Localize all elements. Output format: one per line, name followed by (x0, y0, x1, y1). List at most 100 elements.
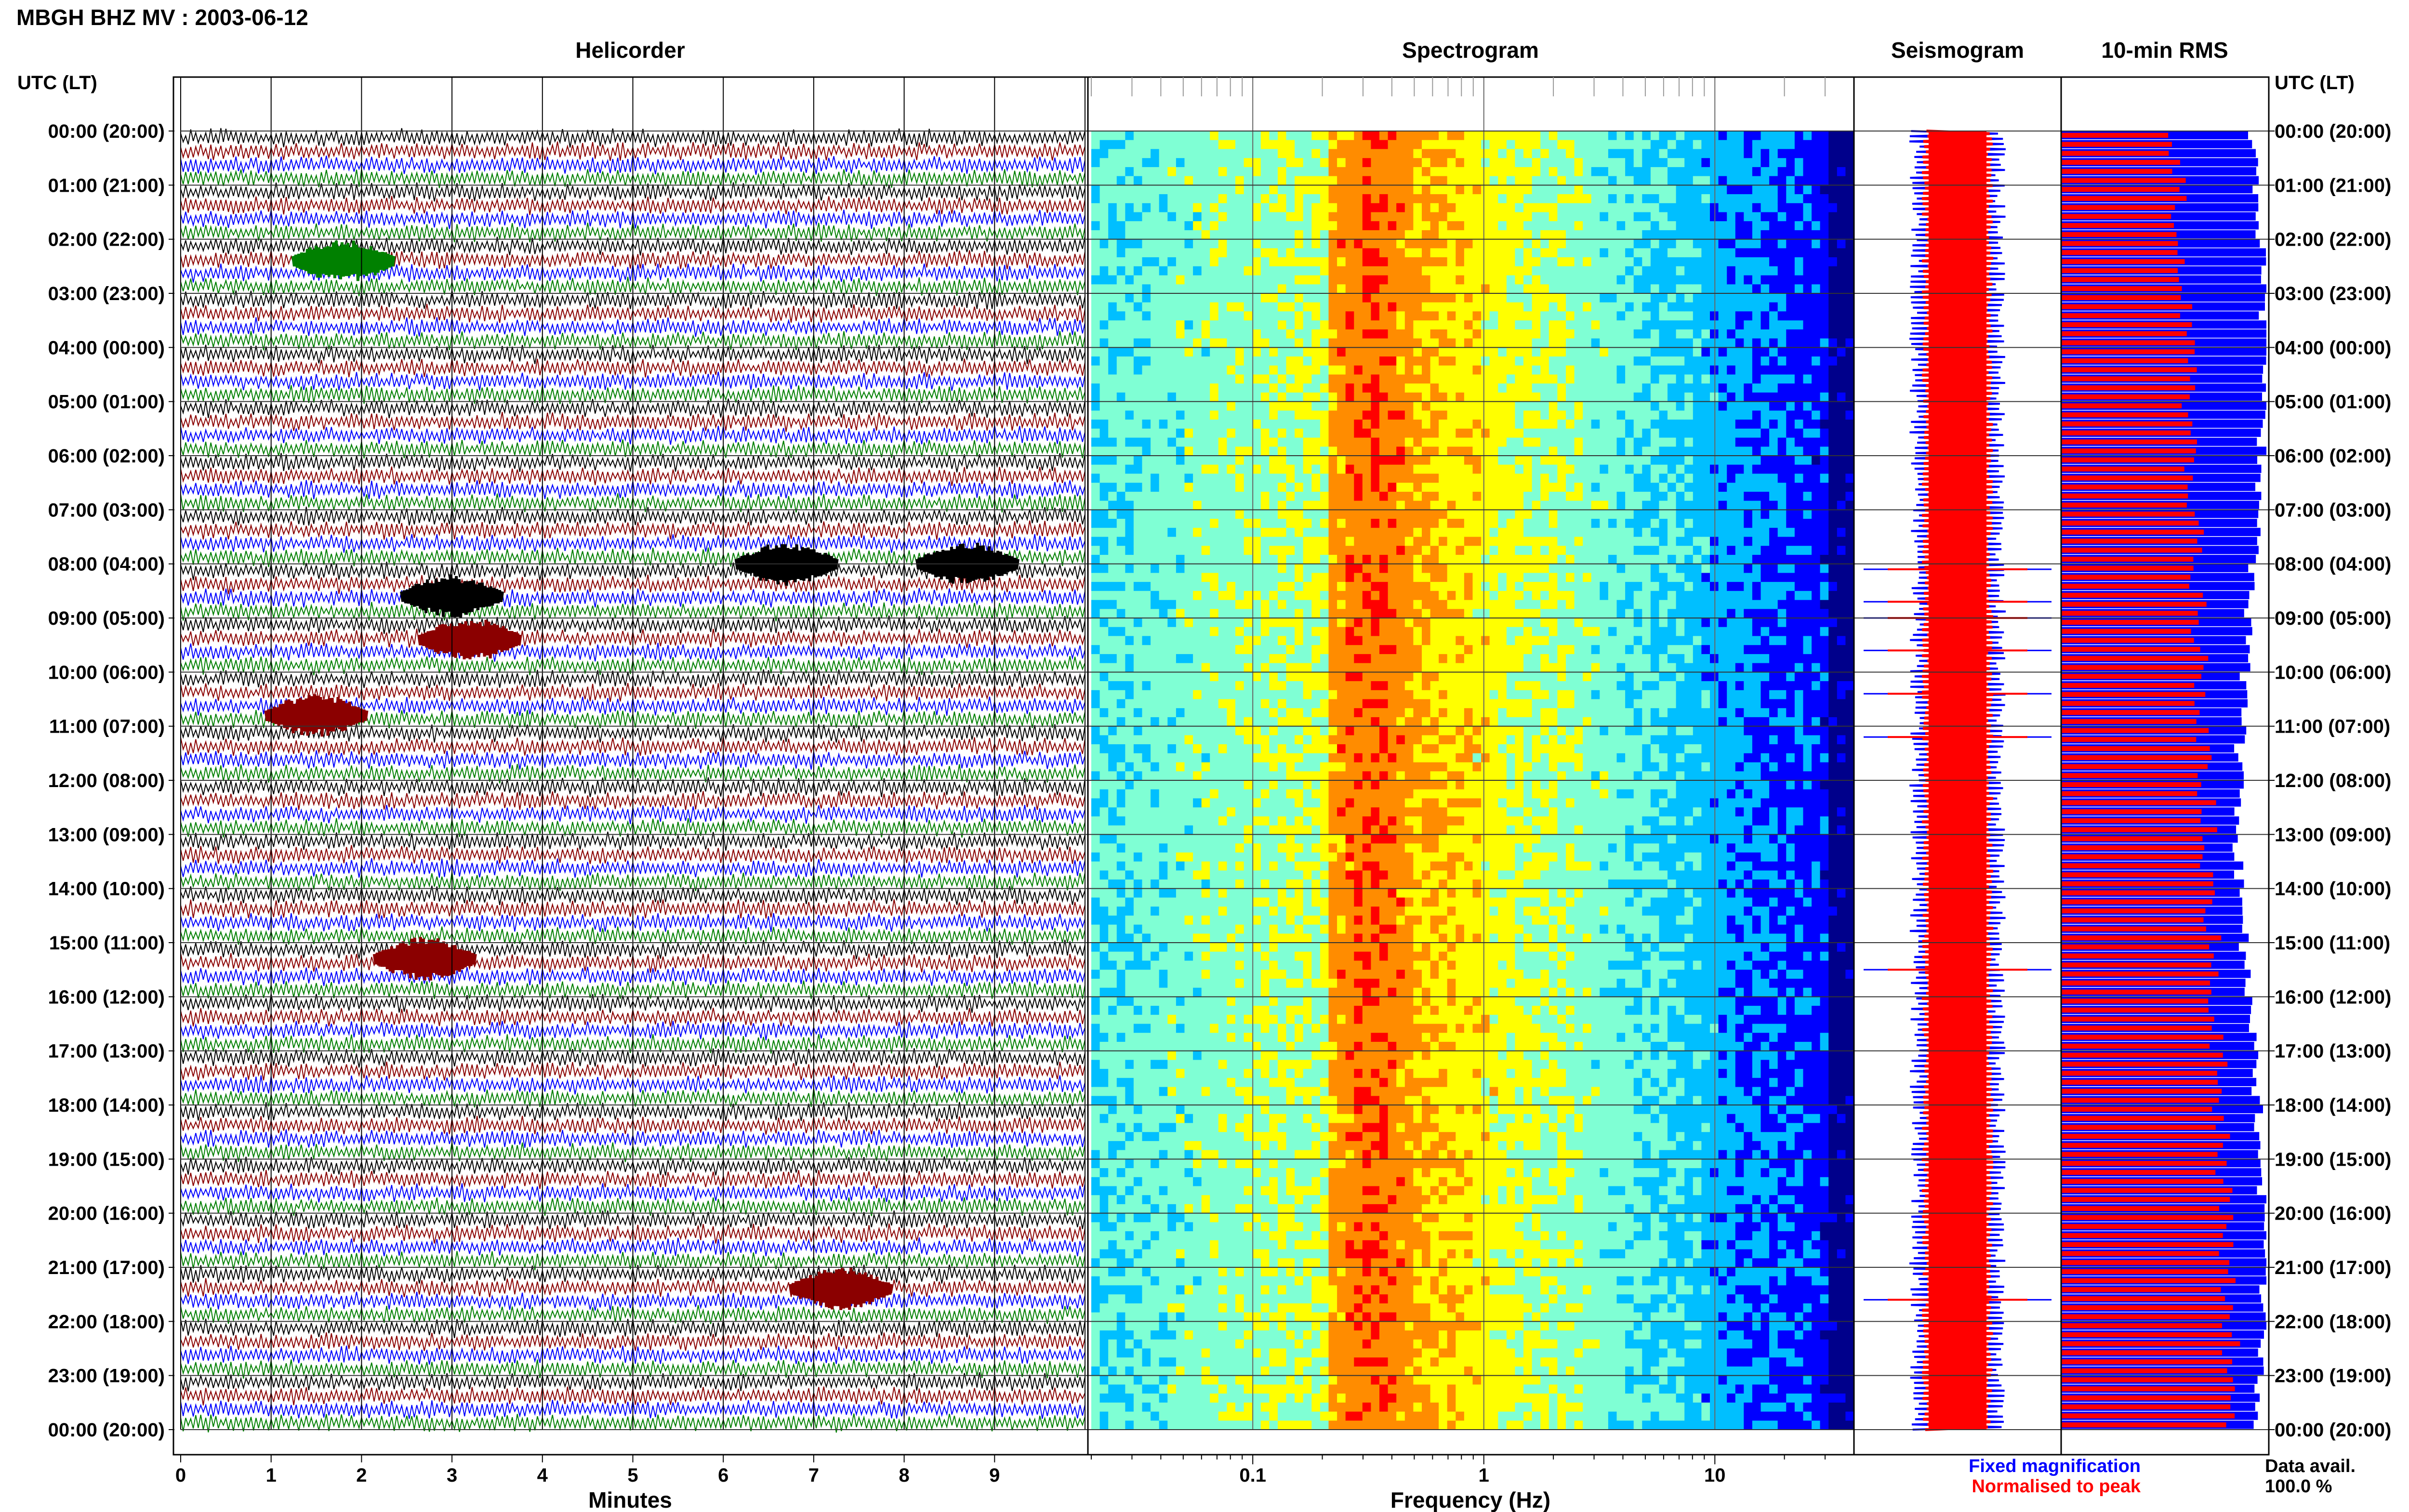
spectrogram-cell (1116, 1132, 1125, 1142)
spectrogram-cell (1286, 194, 1295, 204)
spectrogram-cell (1354, 609, 1363, 618)
spectrogram-cell (1337, 798, 1346, 808)
spectrogram-cell (1210, 383, 1219, 393)
spectrogram-cell (1235, 1105, 1244, 1115)
spectrogram-cell (1125, 176, 1134, 185)
spectrogram-cell (1193, 203, 1202, 213)
spectrogram-cell (1235, 365, 1244, 375)
spectrogram-cell (1328, 1096, 1337, 1105)
spectrogram-cell (1278, 383, 1287, 393)
spectrogram-cell (1244, 1033, 1253, 1042)
spectrogram-cell (1278, 943, 1287, 952)
spectrogram-cell (1151, 735, 1160, 745)
spectrogram-cell (1210, 1078, 1219, 1088)
spectrogram-cell (1244, 1014, 1253, 1025)
spectrogram-cell (1337, 717, 1346, 727)
spectrogram-cell (1278, 392, 1287, 402)
spectrogram-cell (1167, 428, 1177, 438)
spectrogram-cell (1099, 230, 1109, 240)
spectrogram-cell (1345, 401, 1354, 411)
spectrogram-cell (1286, 437, 1295, 447)
spectrogram-cell (1227, 1087, 1236, 1096)
spectrogram-cell (1167, 1204, 1177, 1214)
spectrogram-cell (1345, 1041, 1354, 1052)
spectrogram-cell (1260, 194, 1270, 204)
spectrogram-cell (1337, 1339, 1346, 1349)
spectrogram-cell (1159, 870, 1168, 880)
spectrogram-cell (1201, 1087, 1210, 1096)
spectrogram-cell (1328, 852, 1337, 862)
spectrogram-cell (1133, 1006, 1143, 1015)
spectrogram-cell (1235, 690, 1244, 700)
spectrogram-cell (1159, 834, 1168, 844)
spectrogram-cell (1227, 1114, 1236, 1123)
spectrogram-cell (1099, 987, 1109, 997)
spectrogram-cell (1125, 1294, 1134, 1304)
spectrogram-cell (1303, 320, 1312, 330)
spectrogram-cell (1210, 410, 1219, 420)
spectrogram-cell (1260, 329, 1270, 339)
spectrogram-cell (1201, 239, 1210, 249)
spectrogram-cell (1142, 789, 1151, 799)
spectrogram-cell (1311, 293, 1321, 303)
spectrogram-cell (1142, 347, 1151, 357)
spectrogram-cell (1091, 780, 1100, 790)
spectrogram-cell (1159, 1267, 1168, 1277)
spectrogram-cell (1142, 554, 1151, 565)
spectrogram-cell (1159, 573, 1168, 582)
spectrogram-cell (1210, 978, 1219, 988)
spectrogram-cell (1252, 978, 1261, 988)
spectrogram-cell (1244, 221, 1253, 231)
spectrogram-cell (1269, 573, 1278, 582)
spectrogram-cell (1278, 248, 1287, 258)
spectrogram-cell (1133, 825, 1143, 835)
spectrogram-cell (1260, 1204, 1270, 1214)
spectrogram-cell (1328, 1267, 1337, 1277)
spectrogram-cell (1116, 1321, 1125, 1331)
spectrogram-cell (1201, 753, 1210, 763)
spectrogram-cell (1218, 852, 1227, 862)
spectrogram-cell (1142, 1105, 1151, 1115)
spectrogram-cell (1354, 365, 1363, 375)
spectrogram-cell (1354, 681, 1363, 691)
spectrogram-cell (1167, 185, 1177, 195)
spectrogram-cell (1133, 1366, 1143, 1376)
spectrogram-cell (1201, 1041, 1210, 1052)
spectrogram-cell (1167, 491, 1177, 501)
spectrogram-cell (1295, 627, 1304, 636)
spectrogram-cell (1345, 1420, 1354, 1430)
spectrogram-cell (1235, 1186, 1244, 1196)
spectrogram-cell (1142, 834, 1151, 844)
spectrogram-cell (1286, 1339, 1295, 1349)
spectrogram-cell (1133, 636, 1143, 645)
spectrogram-cell (1133, 546, 1143, 555)
spectrogram-cell (1328, 951, 1337, 961)
spectrogram-cell (1362, 663, 1371, 672)
spectrogram-cell (1193, 447, 1202, 456)
spectrogram-cell (1286, 618, 1295, 628)
spectrogram-cell (1133, 1357, 1143, 1367)
spectrogram-cell (1244, 735, 1253, 745)
spectrogram-cell (1125, 825, 1134, 835)
spectrogram-cell (1286, 257, 1295, 267)
spectrogram-cell (1328, 798, 1337, 808)
spectrogram-cell (1125, 978, 1134, 988)
spectrogram-cell (1269, 609, 1278, 618)
spectrogram-cell (1142, 1330, 1151, 1340)
spectrogram-cell (1320, 437, 1329, 447)
spectrogram-cell (1311, 744, 1321, 754)
spectrogram-cell (1303, 1303, 1312, 1313)
spectrogram-cell (1167, 1402, 1177, 1412)
spectrogram-cell (1311, 239, 1321, 249)
spectrogram-cell (1311, 1294, 1321, 1304)
spectrogram-cell (1201, 933, 1210, 943)
spectrogram-cell (1337, 347, 1346, 357)
spectrogram-cell (1320, 519, 1329, 528)
spectrogram-cell (1337, 176, 1346, 185)
spectrogram-cell (1142, 1240, 1151, 1250)
spectrogram-cell (1125, 464, 1134, 474)
spectrogram-cell (1252, 527, 1261, 538)
spectrogram-cell (1295, 1132, 1304, 1142)
spectrogram-cell (1269, 248, 1278, 258)
spectrogram-cell (1337, 1258, 1346, 1268)
